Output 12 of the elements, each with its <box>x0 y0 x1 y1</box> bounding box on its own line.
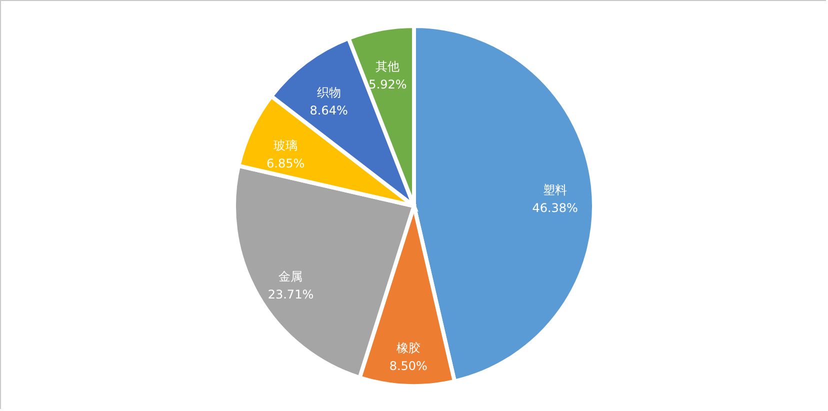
slice-label: 金属 <box>278 269 303 284</box>
slice-label: 织物 <box>316 85 341 100</box>
data-label: 6.85% <box>266 156 305 170</box>
data-label: 46.38% <box>532 200 578 215</box>
data-label: 5.92% <box>368 77 407 92</box>
slice-label: 玻璃 <box>274 138 298 152</box>
data-label: 23.71% <box>268 287 314 302</box>
data-label: 8.50% <box>389 358 428 373</box>
data-label: 8.64% <box>310 103 348 118</box>
slice-label: 塑料 <box>543 182 568 197</box>
slice-label: 橡胶 <box>396 340 420 355</box>
slice-label: 其他 <box>376 59 400 74</box>
